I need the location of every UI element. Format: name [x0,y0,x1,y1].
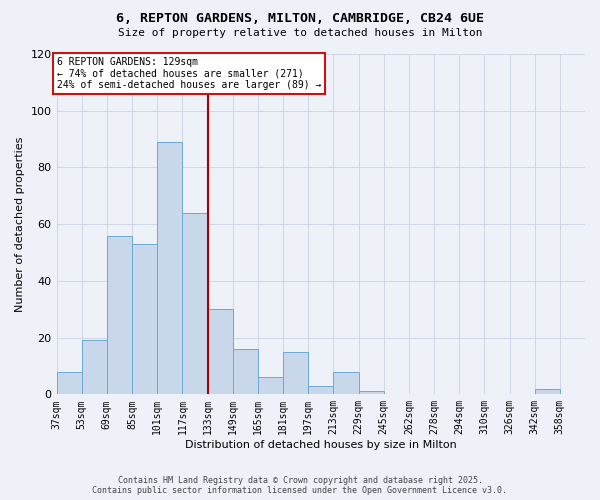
Bar [359,392,383,394]
Bar [283,352,308,395]
Bar [535,388,560,394]
X-axis label: Distribution of detached houses by size in Milton: Distribution of detached houses by size … [185,440,457,450]
Bar [208,309,233,394]
Text: 6, REPTON GARDENS, MILTON, CAMBRIDGE, CB24 6UE: 6, REPTON GARDENS, MILTON, CAMBRIDGE, CB… [116,12,484,26]
Bar [182,213,208,394]
Bar [157,142,182,395]
Text: Size of property relative to detached houses in Milton: Size of property relative to detached ho… [118,28,482,38]
Bar [56,372,82,394]
Bar [132,244,157,394]
Bar [233,349,258,395]
Bar [308,386,334,394]
Bar [334,372,359,394]
Text: 6 REPTON GARDENS: 129sqm
← 74% of detached houses are smaller (271)
24% of semi-: 6 REPTON GARDENS: 129sqm ← 74% of detach… [57,57,322,90]
Bar [258,378,283,394]
Text: Contains HM Land Registry data © Crown copyright and database right 2025.
Contai: Contains HM Land Registry data © Crown c… [92,476,508,495]
Bar [82,340,107,394]
Y-axis label: Number of detached properties: Number of detached properties [15,136,25,312]
Bar [107,236,132,394]
